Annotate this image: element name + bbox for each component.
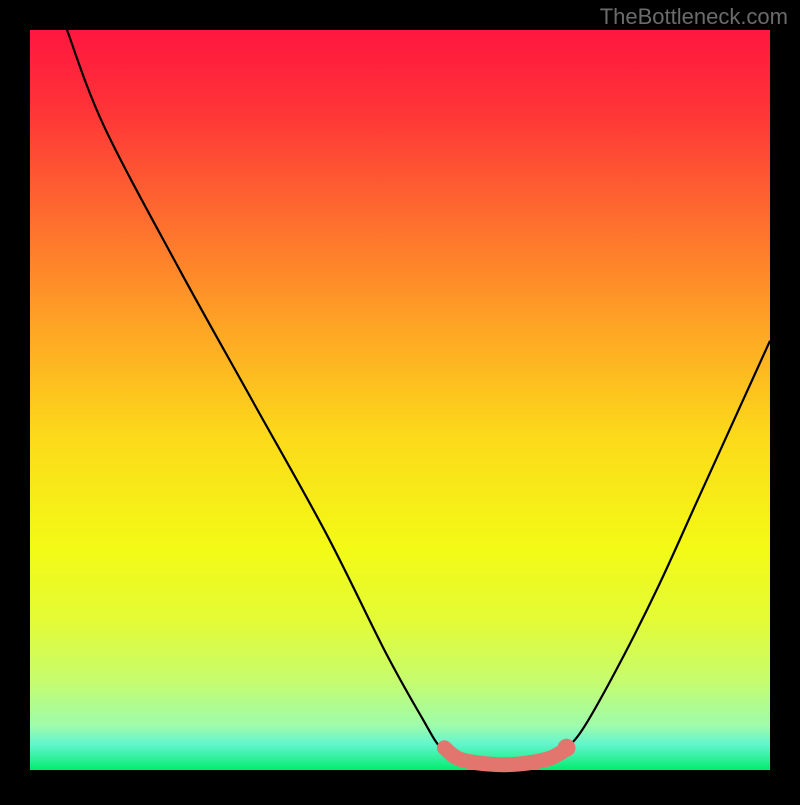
chart-container xyxy=(0,0,800,800)
watermark-text: TheBottleneck.com xyxy=(600,4,788,30)
optimal-point-marker xyxy=(558,739,576,757)
bottleneck-curve-chart xyxy=(0,0,800,800)
plot-background xyxy=(30,30,770,770)
